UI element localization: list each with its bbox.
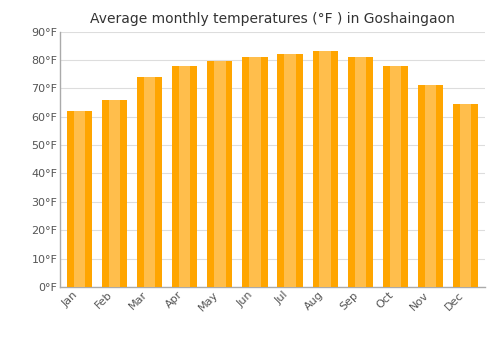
Bar: [214, 61, 226, 287]
Bar: [278, 54, 302, 287]
Bar: [312, 51, 338, 287]
Bar: [249, 57, 260, 287]
Bar: [172, 65, 198, 287]
Bar: [425, 85, 436, 287]
Bar: [102, 100, 127, 287]
Bar: [66, 111, 92, 287]
Bar: [179, 65, 190, 287]
Bar: [418, 85, 443, 287]
Bar: [284, 54, 296, 287]
Bar: [207, 61, 233, 287]
Bar: [348, 57, 373, 287]
Bar: [144, 77, 156, 287]
Bar: [390, 65, 401, 287]
Title: Average monthly temperatures (°F ) in Goshaingaon: Average monthly temperatures (°F ) in Go…: [90, 12, 455, 26]
Bar: [320, 51, 331, 287]
Bar: [383, 65, 408, 287]
Bar: [109, 100, 120, 287]
Bar: [460, 104, 471, 287]
Bar: [354, 57, 366, 287]
Bar: [137, 77, 162, 287]
Bar: [453, 104, 478, 287]
Bar: [242, 57, 268, 287]
Bar: [74, 111, 85, 287]
